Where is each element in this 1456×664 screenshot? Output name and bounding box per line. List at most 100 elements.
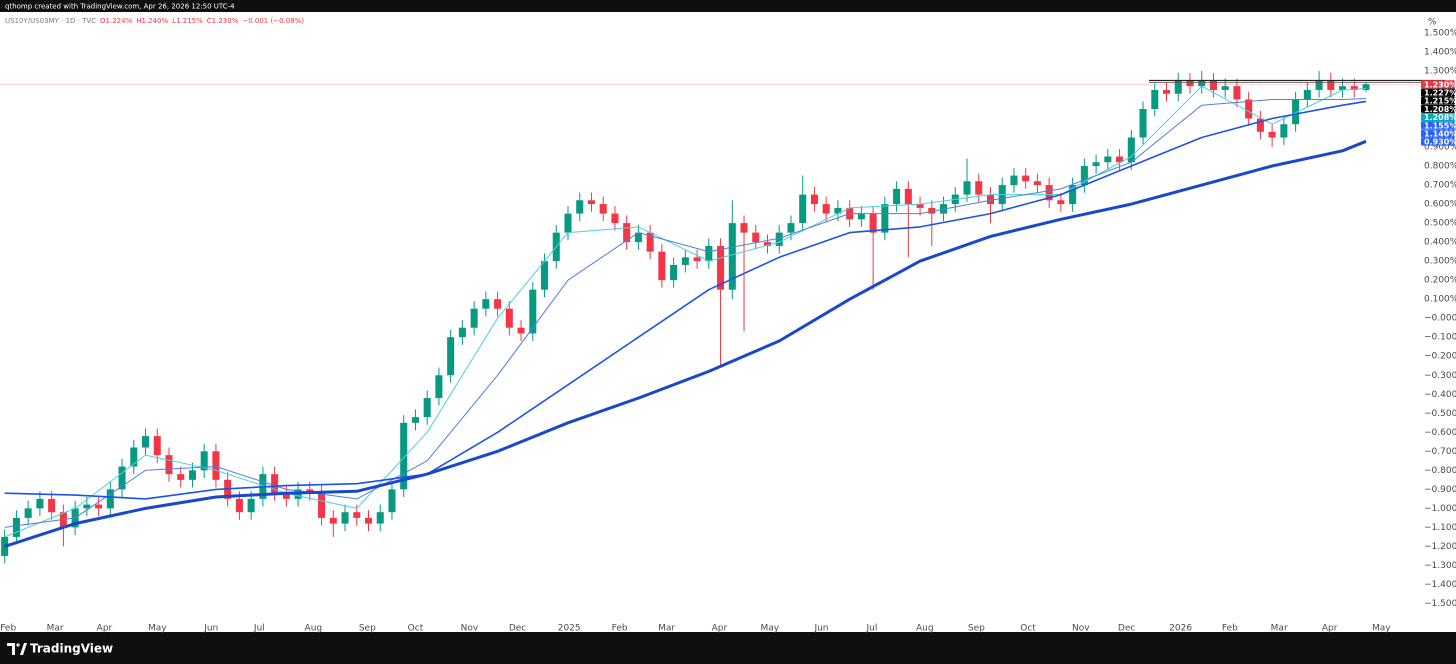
- moving-average: [4, 100, 1367, 500]
- x-tick-label: Apr: [97, 624, 113, 634]
- x-tick-label: Dec: [1118, 624, 1135, 634]
- candle-body: [787, 223, 795, 233]
- candle-body: [177, 474, 185, 480]
- candle-body: [271, 474, 279, 494]
- candle-body: [752, 232, 760, 243]
- candle-body: [1139, 108, 1147, 138]
- candle-body: [165, 455, 173, 475]
- x-tick-label: Aug: [916, 624, 934, 634]
- y-tick-label: 0.900%: [1424, 143, 1456, 153]
- header: qthomp created with TradingView.com, Apr…: [5, 3, 235, 11]
- candle-body: [1256, 118, 1264, 132]
- ohlc-value: −0.001 (−0.08%): [242, 17, 304, 25]
- candle-body: [388, 489, 396, 513]
- x-tick-label: May: [148, 624, 167, 634]
- candle-body: [200, 451, 208, 471]
- candle-body: [447, 337, 455, 376]
- candle-body: [893, 188, 901, 205]
- candle-body: [1186, 80, 1194, 87]
- candle-body: [869, 213, 877, 233]
- price-label-box: [1421, 121, 1455, 130]
- candle-body: [1080, 166, 1088, 186]
- candle-body: [505, 308, 513, 328]
- candle-body: [1233, 86, 1241, 100]
- y-tick-label: −1.500%: [1424, 599, 1456, 609]
- candle-body: [775, 232, 783, 246]
- candle-body: [458, 327, 466, 338]
- candle-body: [822, 204, 830, 214]
- x-tick-label: 2026: [1169, 624, 1192, 634]
- candle-body: [212, 451, 220, 480]
- candle-body: [1268, 131, 1276, 138]
- candle-body: [482, 299, 490, 309]
- candle-body: [1245, 99, 1253, 119]
- candle-body: [529, 289, 537, 334]
- price-label: 1.215%: [1424, 97, 1456, 106]
- candle-body: [834, 207, 842, 214]
- candle-body: [963, 181, 971, 195]
- candle-body: [142, 436, 150, 448]
- price-label: 1.227%: [1424, 88, 1456, 97]
- candle-body: [986, 194, 994, 205]
- y-tick-label: 1.500%: [1424, 28, 1456, 38]
- y-tick-label: −0.600%: [1424, 428, 1456, 438]
- footer: [0, 632, 1456, 664]
- x-tick-label: Jun: [203, 624, 218, 634]
- candle-body: [247, 498, 255, 513]
- y-tick-label: 0.300%: [1424, 257, 1456, 267]
- y-tick-label: −0.700%: [1424, 447, 1456, 457]
- candle-body: [693, 257, 701, 262]
- y-tick-label: −0.900%: [1424, 485, 1456, 495]
- candle-body: [1162, 89, 1171, 94]
- candle-body: [1198, 80, 1206, 87]
- candle-body: [1327, 80, 1335, 90]
- moving-average: [4, 85, 1367, 538]
- y-tick-label: 0.400%: [1424, 238, 1456, 248]
- moving-average: [4, 98, 1367, 528]
- candle-body: [1022, 175, 1030, 182]
- x-tick-label: Mar: [47, 624, 64, 634]
- x-tick-label: Dec: [509, 624, 526, 634]
- candle-body: [364, 517, 373, 524]
- x-tick-label: Mar: [1271, 624, 1288, 634]
- candle-body: [494, 299, 502, 309]
- x-tick-label: May: [1372, 624, 1391, 634]
- candle-body: [318, 493, 326, 518]
- candle-body: [1315, 80, 1323, 90]
- candle-body: [576, 200, 584, 214]
- candle-body: [799, 194, 807, 224]
- candle-body: [717, 245, 725, 290]
- y-tick-label: 1.400%: [1424, 47, 1456, 57]
- ohlc-value: L1.215%: [172, 17, 203, 25]
- candle-body: [740, 223, 748, 233]
- candle-body: [188, 470, 196, 480]
- candle-body: [587, 200, 595, 205]
- y-tick-label: 1.300%: [1424, 66, 1456, 76]
- x-tick-label: Sep: [359, 624, 376, 634]
- symbol: US10Y/US03MY · 1D · TVC: [5, 17, 96, 25]
- candle-body: [857, 213, 865, 220]
- candle-body: [1092, 162, 1100, 167]
- candle-body: [646, 232, 654, 252]
- x-tick-label: Oct: [408, 624, 424, 634]
- candle-body: [341, 512, 349, 524]
- candle-body: [282, 493, 290, 499]
- candle-body: [411, 417, 419, 423]
- y-tick-label: −0.200%: [1424, 352, 1456, 362]
- y-tick-label: −1.300%: [1424, 561, 1456, 571]
- x-tick-label: Aug: [305, 624, 323, 634]
- candle-body: [12, 517, 20, 537]
- logo: [7, 643, 27, 655]
- candle-body: [1303, 89, 1311, 100]
- top-bar: [0, 0, 1456, 12]
- price-label: 1.208%: [1424, 113, 1456, 122]
- candle-body: [24, 508, 32, 518]
- candle-body: [611, 213, 619, 224]
- price-label-box: [1421, 104, 1455, 113]
- price-label-box: [1421, 129, 1455, 138]
- candle-body: [1280, 124, 1288, 138]
- candle-body: [928, 207, 936, 214]
- candle-body: [904, 188, 912, 205]
- price-label: 1.208%: [1424, 105, 1456, 114]
